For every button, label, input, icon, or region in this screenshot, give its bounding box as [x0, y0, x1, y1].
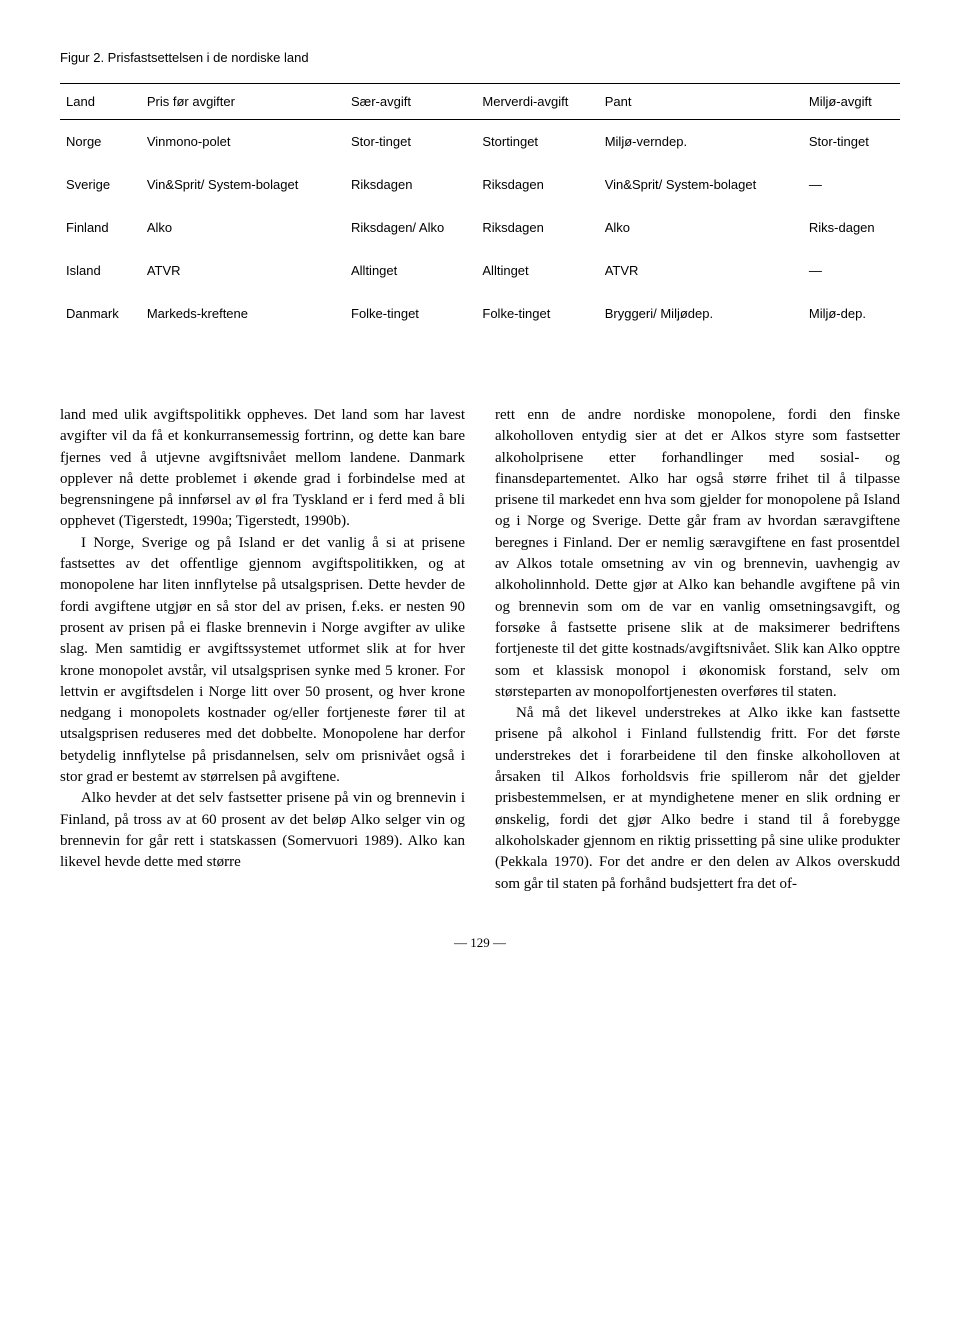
page-number: — 129 —	[60, 935, 900, 951]
cell: Finland	[60, 206, 141, 249]
cell: Vin&Sprit/ System-bolaget	[599, 163, 803, 206]
left-column: land med ulik avgiftspolitikk oppheves. …	[60, 405, 465, 895]
table-row: Danmark Markeds-kreftene Folke-tinget Fo…	[60, 292, 900, 335]
table-row: Finland Alko Riksdagen/ Alko Riksdagen A…	[60, 206, 900, 249]
cell: Bryggeri/ Miljødep.	[599, 292, 803, 335]
cell: Miljø-verndep.	[599, 120, 803, 164]
col-merverdi: Merverdi-avgift	[476, 84, 598, 120]
cell: Danmark	[60, 292, 141, 335]
cell: Folke-tinget	[345, 292, 476, 335]
cell: Sverige	[60, 163, 141, 206]
paragraph: I Norge, Sverige og på Island er det van…	[60, 533, 465, 789]
cell: Stor-tinget	[803, 120, 900, 164]
col-land: Land	[60, 84, 141, 120]
table-row: Island ATVR Alltinget Alltinget ATVR —	[60, 249, 900, 292]
cell: Folke-tinget	[476, 292, 598, 335]
nordic-table: Land Pris før avgifter Sær-avgift Merver…	[60, 83, 900, 335]
paragraph: Alko hevder at det selv fastsetter prise…	[60, 788, 465, 873]
cell: Alltinget	[345, 249, 476, 292]
cell: Island	[60, 249, 141, 292]
cell: —	[803, 249, 900, 292]
body-text: land med ulik avgiftspolitikk oppheves. …	[60, 405, 900, 895]
cell: Riksdagen/ Alko	[345, 206, 476, 249]
cell: ATVR	[141, 249, 345, 292]
figure-caption: Figur 2. Prisfastsettelsen i de nordiske…	[60, 50, 900, 65]
table-row: Norge Vinmono-polet Stor-tinget Storting…	[60, 120, 900, 164]
table-header-row: Land Pris før avgifter Sær-avgift Merver…	[60, 84, 900, 120]
cell: ATVR	[599, 249, 803, 292]
cell: Riksdagen	[476, 206, 598, 249]
col-pant: Pant	[599, 84, 803, 120]
cell: Alltinget	[476, 249, 598, 292]
cell: Vin&Sprit/ System-bolaget	[141, 163, 345, 206]
cell: Alko	[599, 206, 803, 249]
paragraph: rett enn de andre nordiske monopolene, f…	[495, 405, 900, 703]
cell: Norge	[60, 120, 141, 164]
table-container: Land Pris før avgifter Sær-avgift Merver…	[60, 83, 900, 335]
cell: Riksdagen	[476, 163, 598, 206]
col-pris: Pris før avgifter	[141, 84, 345, 120]
cell: Riks-dagen	[803, 206, 900, 249]
col-miljo: Miljø-avgift	[803, 84, 900, 120]
cell: Markeds-kreftene	[141, 292, 345, 335]
cell: Alko	[141, 206, 345, 249]
col-saer: Sær-avgift	[345, 84, 476, 120]
cell: Stor-tinget	[345, 120, 476, 164]
cell: Riksdagen	[345, 163, 476, 206]
cell: Miljø-dep.	[803, 292, 900, 335]
right-column: rett enn de andre nordiske monopolene, f…	[495, 405, 900, 895]
paragraph: Nå må det likevel understrekes at Alko i…	[495, 703, 900, 895]
cell: Vinmono-polet	[141, 120, 345, 164]
cell: Stortinget	[476, 120, 598, 164]
cell: —	[803, 163, 900, 206]
table-row: Sverige Vin&Sprit/ System-bolaget Riksda…	[60, 163, 900, 206]
paragraph: land med ulik avgiftspolitikk oppheves. …	[60, 405, 465, 533]
